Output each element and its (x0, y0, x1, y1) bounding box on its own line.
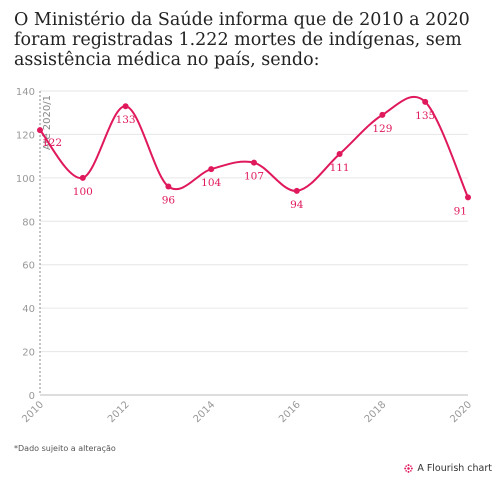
x-tick-label: 2016 (277, 399, 303, 425)
y-tick-label: 60 (22, 261, 35, 272)
data-point (122, 103, 129, 110)
x-tick-label: 2020 (448, 399, 474, 425)
data-point (422, 98, 429, 105)
y-tick-label: 140 (16, 87, 35, 98)
data-label: 135 (415, 110, 435, 122)
data-point (208, 166, 215, 173)
data-labels: 122 100 133 96 104 107 94 111 129 135 91 (42, 110, 467, 218)
flourish-brand-link[interactable]: A Flourish chart (404, 463, 492, 474)
flourish-brand-label: A Flourish chart (417, 463, 492, 474)
data-point (79, 174, 86, 181)
x-tick-label: 2010 (20, 399, 46, 425)
y-tick-label: 80 (22, 217, 35, 228)
data-point (336, 150, 343, 157)
y-tick-label: 20 (22, 348, 35, 359)
data-label: 91 (454, 205, 467, 217)
y-tick-label: 0 (29, 391, 35, 402)
data-point (251, 159, 257, 166)
data-label: 122 (42, 137, 62, 149)
flourish-logo-icon (404, 464, 414, 473)
x-tick-label: 2014 (192, 399, 218, 425)
chart-title: O Ministério da Saúde informa que de 201… (14, 10, 470, 70)
y-axis-tick-labels: 0 20 40 60 80 100 120 140 (16, 87, 35, 402)
data-label: 107 (244, 171, 264, 183)
data-label: 94 (290, 199, 304, 211)
grid-lines (40, 90, 468, 396)
y-tick-label: 100 (16, 174, 35, 185)
data-point (37, 127, 43, 134)
data-label: 129 (372, 123, 392, 135)
x-axis-tick-labels: 2010 2012 2014 2016 2018 2020 (20, 399, 474, 425)
y-tick-label: 40 (22, 304, 35, 315)
x-tick-label: 2012 (106, 399, 132, 425)
data-points (37, 98, 471, 201)
data-point (293, 187, 300, 194)
y-tick-label: 120 (16, 130, 35, 141)
data-label: 100 (73, 186, 93, 198)
footnote: *Dado sujeito a alteração (14, 444, 116, 453)
data-label: 111 (330, 162, 350, 174)
data-label: 133 (116, 114, 136, 126)
data-label: 104 (201, 177, 221, 189)
data-point (465, 194, 471, 201)
data-point (165, 183, 172, 190)
x-tick-label: 2018 (363, 399, 389, 425)
data-label: 96 (162, 195, 176, 207)
data-point (379, 111, 386, 118)
